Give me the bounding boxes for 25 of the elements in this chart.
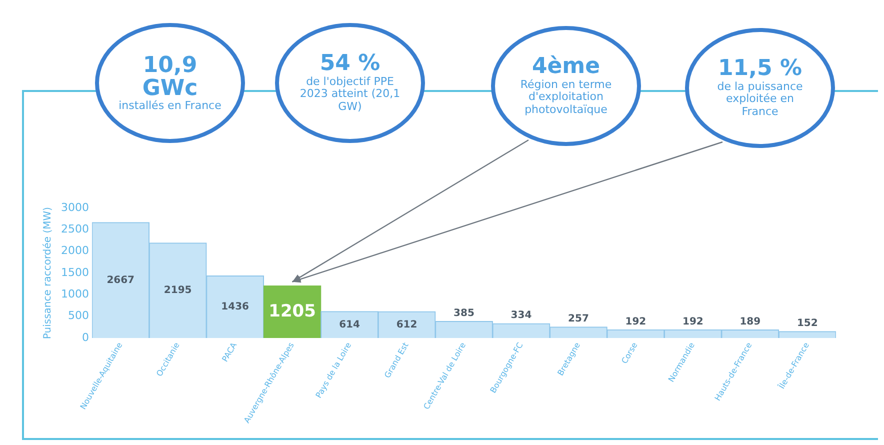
data-label: 385 bbox=[454, 308, 474, 319]
annotation: 4ème Région en terme d'exploitation photovoltaïque bbox=[519, 54, 613, 116]
data-label: 612 bbox=[396, 319, 418, 330]
data-label: 1205 bbox=[268, 301, 316, 322]
y-tick-label: 2500 bbox=[60, 222, 89, 236]
data-label: 257 bbox=[568, 314, 589, 325]
data-label: 1436 bbox=[221, 302, 250, 313]
data-label: 189 bbox=[740, 316, 761, 328]
text: 54 % de l'objectif PPE 2023 atteint (20,1 GW) bbox=[298, 51, 402, 114]
data-label: 614 bbox=[339, 319, 360, 330]
y-tick-label: 1000 bbox=[60, 288, 89, 301]
data-label: 2195 bbox=[164, 285, 192, 296]
data-label: 2667 bbox=[106, 274, 135, 286]
y-tick-label: 500 bbox=[68, 309, 89, 322]
y-axis-title: Puissance raccordée (MW) bbox=[42, 206, 54, 340]
data-label: 152 bbox=[796, 318, 818, 330]
data-label: 192 bbox=[625, 316, 646, 328]
y-tick-label: 1500 bbox=[60, 266, 89, 279]
data-label: 192 bbox=[682, 316, 704, 328]
y-tick-label: 0 bbox=[82, 330, 89, 344]
annotation: 11,5 % de la puissance exploitée en France bbox=[716, 56, 804, 118]
data-label: 334 bbox=[510, 310, 532, 322]
text: 10,9 GWc installés en France bbox=[118, 52, 222, 112]
y-tick-label: 3000 bbox=[60, 200, 89, 214]
y-tick-label: 2000 bbox=[60, 244, 89, 258]
